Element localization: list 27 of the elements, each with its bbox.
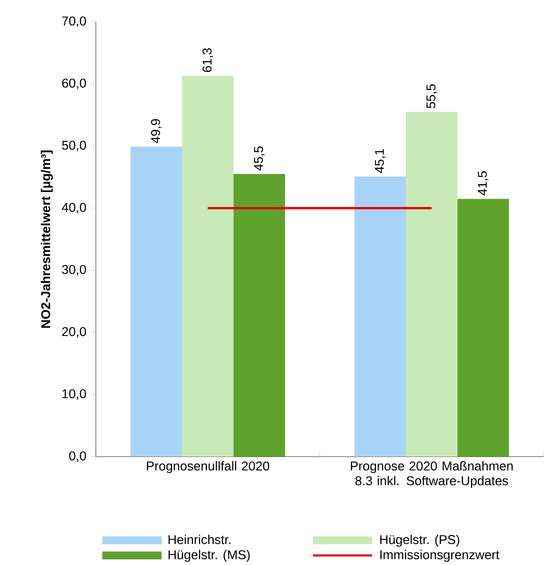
x-tick-label: Prognose 2020 Maßnahmen 8.3 inkl. Software-Updates xyxy=(351,461,513,488)
y-tick-label: 10,0 xyxy=(62,389,86,400)
y-tick-label: 50,0 xyxy=(62,140,86,152)
data-label: 61,3 xyxy=(202,48,214,72)
legend-label: Heinrichstr. xyxy=(168,534,231,544)
legend-label: Hügelstr. (PS) xyxy=(380,534,460,547)
y-axis-title: NO2-Jahresmittelwert [µg/m³] xyxy=(41,150,54,328)
bar xyxy=(130,146,182,457)
bar xyxy=(458,198,510,457)
data-label: 49,9 xyxy=(151,119,162,144)
y-tick-label: 30,0 xyxy=(62,264,86,276)
y-tick-label: 0,0 xyxy=(69,451,86,462)
bar xyxy=(234,174,286,457)
data-label: 41,5 xyxy=(478,171,489,196)
bar xyxy=(354,176,406,457)
data-label: 55,5 xyxy=(426,84,438,108)
bar xyxy=(406,112,458,457)
legend-label: Hügelstr. (MS) xyxy=(168,550,250,562)
y-tick-label: 60,0 xyxy=(62,78,86,90)
y-tick-label: 70,0 xyxy=(62,16,86,28)
legend-label: Immissionsgrenzwert xyxy=(380,550,500,562)
y-tick-label: 40,0 xyxy=(62,202,86,214)
bar xyxy=(182,76,234,457)
x-tick-label: Prognosenullfall 2020 xyxy=(147,461,270,474)
data-label: 45,5 xyxy=(254,146,265,171)
data-label: 45,1 xyxy=(375,148,386,173)
y-tick-label: 20,0 xyxy=(62,327,86,338)
